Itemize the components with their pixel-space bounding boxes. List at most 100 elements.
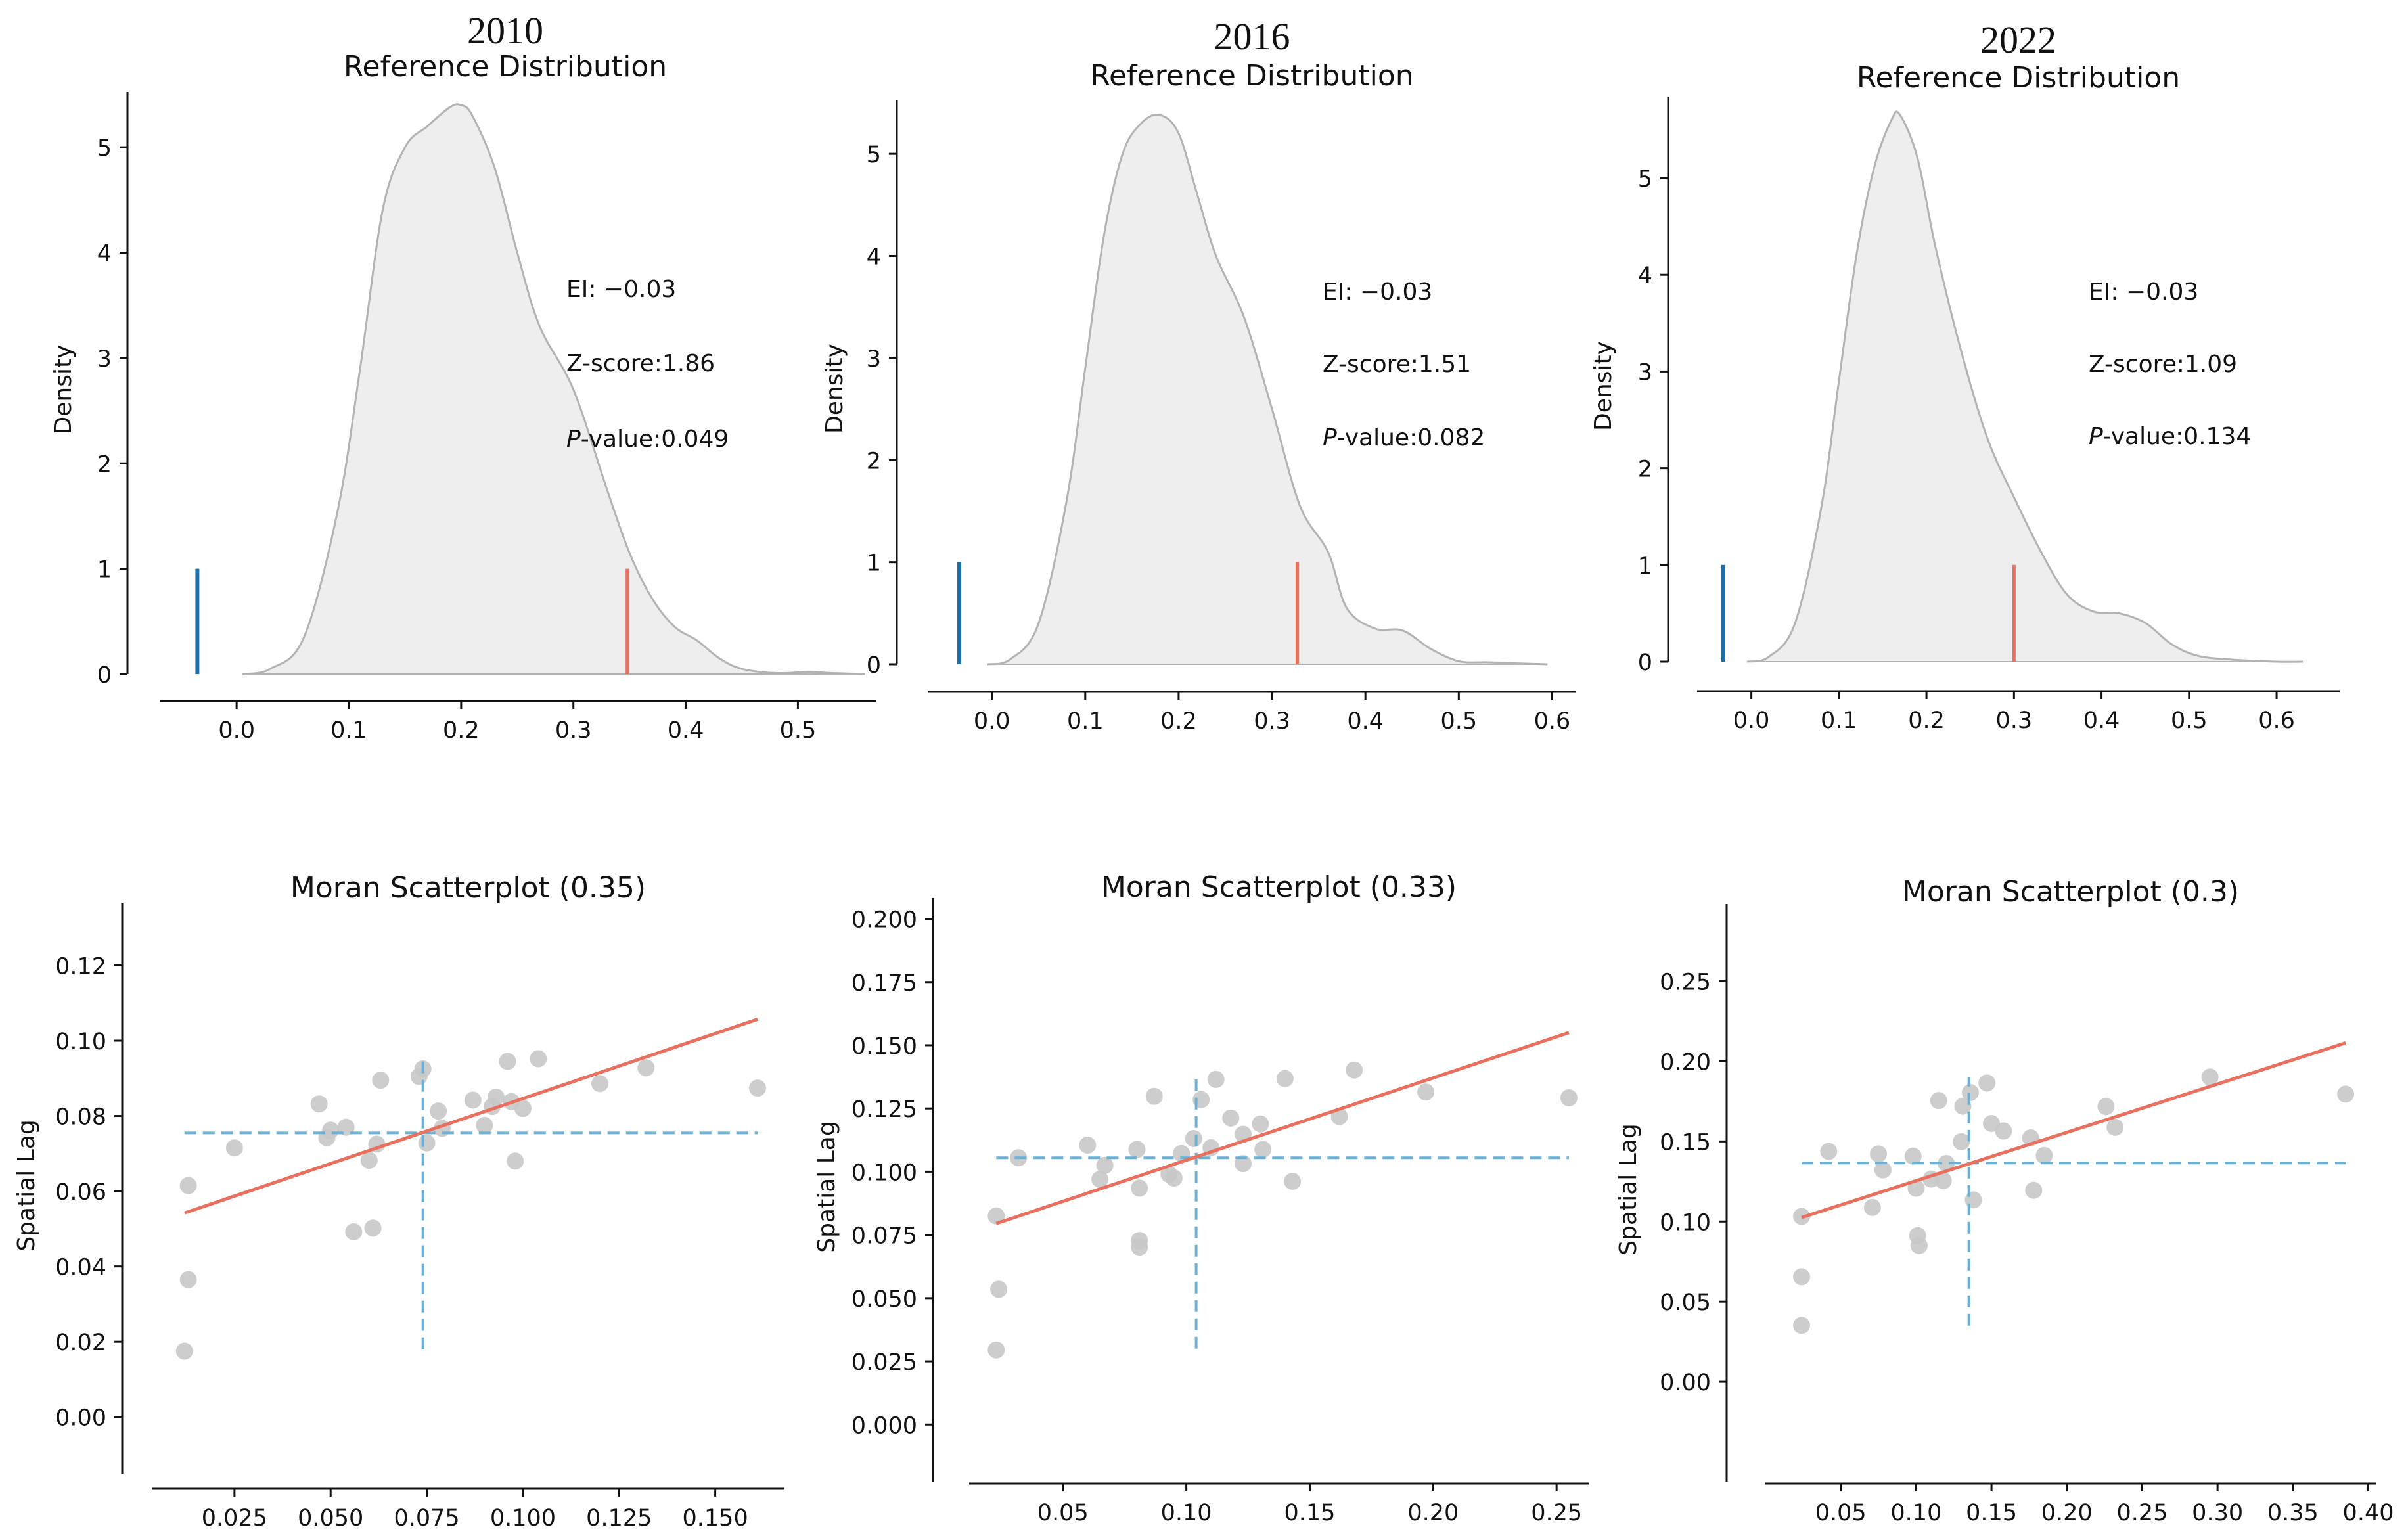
y-tick-label: 0.025 — [851, 1349, 917, 1376]
chart-title: Moran Scatterplot (0.35) — [290, 871, 646, 905]
scatter-point — [1128, 1141, 1146, 1158]
scatter-point — [987, 1341, 1005, 1359]
scatter-point — [476, 1116, 493, 1134]
y-tick-label: 0.050 — [851, 1286, 917, 1313]
scatter-point — [2035, 1146, 2053, 1164]
scatter-point — [1874, 1161, 1892, 1179]
scatter-point — [1938, 1155, 1955, 1173]
pvalue-annotation: P-value:0.134 — [2089, 423, 2251, 450]
y-tick-label: 3 — [97, 346, 112, 373]
scatter-point — [1820, 1143, 1838, 1160]
x-tick-label: 0.3 — [555, 717, 592, 744]
x-tick-label: 0.15 — [1284, 1500, 1335, 1526]
pvalue-text: -value:0.049 — [581, 426, 729, 453]
scatter-point — [1235, 1155, 1252, 1173]
scatter-point — [987, 1207, 1005, 1225]
kde-area — [1746, 111, 2304, 662]
scatter-point — [591, 1075, 609, 1093]
scatter-point — [1907, 1179, 1925, 1197]
scatter-point — [637, 1059, 655, 1077]
scatter-point — [310, 1095, 328, 1113]
y-tick-label: 5 — [1638, 166, 1652, 192]
scatter-point — [749, 1079, 767, 1097]
x-tick-label: 0.150 — [683, 1505, 748, 1531]
scatter-point — [1964, 1191, 1982, 1209]
chart-panel-6: Moran Scatterplot (0.3) Spatial Lag 0.00 0.… — [1615, 875, 2394, 1526]
y-tick-label: 0.25 — [1660, 970, 1711, 996]
y-tick-label: 0 — [97, 662, 112, 689]
scatter-point — [1953, 1133, 1970, 1150]
scatter-point — [2337, 1085, 2355, 1103]
chart-title: Reference Distribution — [1090, 59, 1413, 93]
y-tick-label: 1 — [1638, 553, 1652, 579]
regression-line — [995, 1031, 1570, 1225]
scatter-point — [1185, 1129, 1202, 1147]
scatter-point — [1978, 1074, 1996, 1092]
scatter-point — [507, 1152, 524, 1170]
y-tick-label: 0.150 — [851, 1033, 917, 1060]
x-tick-label: 0.5 — [780, 717, 817, 744]
scatter-point — [1793, 1268, 1811, 1286]
ei-annotation: EI: −0.03 — [2089, 279, 2198, 306]
y-tick-label: 2 — [1638, 457, 1652, 483]
pvalue-prefix: P — [2089, 423, 2103, 450]
scatter-point — [1870, 1145, 1888, 1163]
x-tick-label: 0.3 — [1996, 708, 2033, 734]
x-tick-label: 0.3 — [1254, 708, 1290, 735]
y-tick-label: 3 — [1638, 359, 1652, 386]
x-tick-label: 0.025 — [202, 1505, 267, 1531]
scatter-point — [499, 1053, 516, 1070]
x-tick-label: 0.0 — [974, 708, 1010, 735]
x-tick-label: 0.40 — [2343, 1500, 2394, 1526]
scatter-point — [464, 1091, 482, 1109]
y-tick-label: 0.200 — [851, 907, 917, 934]
scatter-point — [1560, 1089, 1578, 1107]
scatter-point — [1930, 1092, 1947, 1110]
zscore-annotation: Z-score:1.86 — [566, 350, 715, 377]
scatter-point — [322, 1121, 340, 1139]
y-tick-label: 0.175 — [851, 970, 917, 997]
x-tick-label: 0.20 — [1407, 1500, 1459, 1526]
y-tick-label: 0.100 — [851, 1160, 917, 1186]
x-tick-label: 0.30 — [2192, 1500, 2243, 1526]
scatter-point — [1346, 1061, 1363, 1079]
scatter-point — [175, 1342, 193, 1360]
scatter-point — [418, 1134, 436, 1152]
pvalue-text: -value:0.082 — [1337, 424, 1486, 451]
scatter-point — [1910, 1236, 1928, 1254]
y-tick-label: 0.10 — [1660, 1210, 1711, 1236]
scatter-point — [2097, 1098, 2115, 1116]
y-axis-label: Spatial Lag — [1615, 1123, 1642, 1255]
zscore-annotation: Z-score:1.09 — [2089, 351, 2237, 378]
ei-annotation: EI: −0.03 — [1323, 279, 1432, 306]
scatter-point — [1254, 1141, 1272, 1158]
y-tick-label: 0.00 — [1660, 1370, 1711, 1396]
kde-curve — [1746, 110, 2304, 663]
y-axis-label: Spatial Lag — [813, 1121, 840, 1252]
pvalue-annotation: P-value:0.049 — [566, 426, 729, 453]
x-tick-label: 0.1 — [1821, 708, 1857, 734]
scatter-point — [1165, 1169, 1183, 1187]
scatter-point — [1131, 1179, 1148, 1197]
x-tick-label: 0.125 — [586, 1505, 652, 1531]
scatter-point — [990, 1280, 1008, 1298]
y-tick-label: 0.05 — [1660, 1290, 1711, 1316]
scatter-point — [1961, 1083, 1979, 1101]
kde-curve — [242, 103, 865, 675]
scatter-point — [1252, 1115, 1269, 1133]
x-tick-label: 0.5 — [2171, 708, 2208, 734]
x-tick-label: 0.25 — [1531, 1500, 1582, 1526]
y-tick-label: 0.15 — [1660, 1129, 1711, 1156]
chart-panel-4: Moran Scatterplot (0.35) Spatial Lag 0.00 0… — [13, 871, 784, 1531]
x-tick-label: 0.1 — [1067, 708, 1104, 735]
scatter-point — [1284, 1173, 1302, 1190]
scatter-point — [430, 1102, 447, 1120]
scatter-point — [1276, 1070, 1294, 1087]
kde-area — [242, 104, 865, 674]
x-tick-label: 0.4 — [2083, 708, 2120, 734]
y-tick-label: 5 — [867, 142, 881, 168]
x-tick-label: 0.0 — [1733, 708, 1770, 734]
scatter-point — [179, 1271, 197, 1288]
chart-panel-5: Moran Scatterplot (0.33) Spatial Lag 0.000… — [813, 871, 1589, 1526]
